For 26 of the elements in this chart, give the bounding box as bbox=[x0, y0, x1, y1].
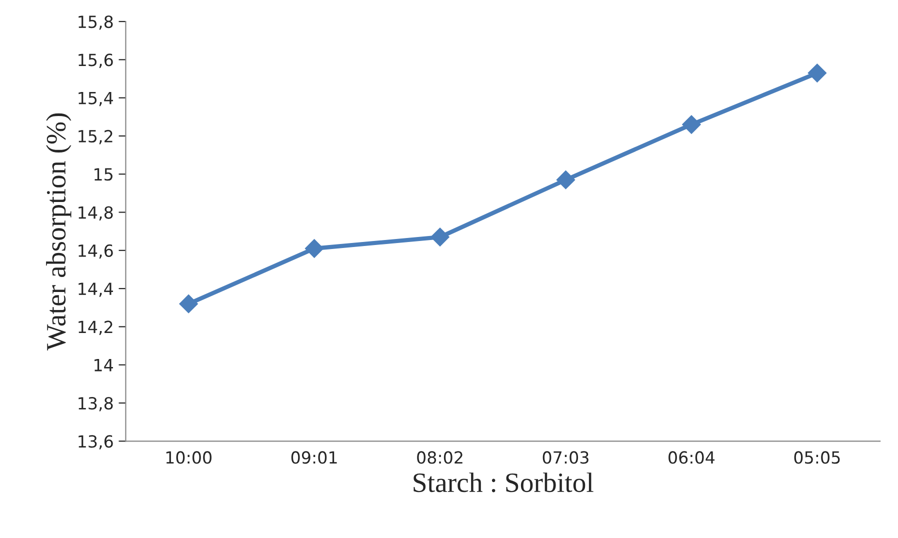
y-tick-label: 15 bbox=[94, 168, 112, 181]
point bbox=[808, 64, 827, 82]
y-tick-label: 13,8 bbox=[78, 396, 113, 412]
y-tick-label: 14,8 bbox=[78, 206, 113, 221]
y-tick-label: 13,6 bbox=[78, 435, 113, 450]
y-tick-label: 15,2 bbox=[78, 130, 112, 144]
point bbox=[304, 239, 324, 258]
x-tick-label: 07:03 bbox=[542, 451, 588, 464]
y-tick-label: 15,8 bbox=[78, 15, 113, 30]
y-tick-label: 15,4 bbox=[78, 92, 113, 106]
y-tick-label: 14,2 bbox=[78, 320, 112, 335]
y-axis-title: Water absorption (%) bbox=[46, 113, 72, 351]
point bbox=[430, 228, 450, 246]
y-tick-label: 14 bbox=[94, 359, 113, 372]
x-tick-label: 09:01 bbox=[291, 451, 337, 464]
x-axis-title: Starch : Sorbitol bbox=[414, 472, 594, 492]
y-tick-label: 15,6 bbox=[78, 54, 113, 68]
y-tick-label: 14,6 bbox=[78, 244, 113, 259]
point bbox=[556, 170, 576, 190]
x-tick-label: 08:02 bbox=[417, 451, 462, 464]
x-tick-label: 10:00 bbox=[166, 451, 212, 464]
y-tick-label: 14,4 bbox=[78, 282, 113, 297]
x-tick-label: 05:05 bbox=[794, 451, 840, 464]
x-tick-label: 06:04 bbox=[668, 451, 715, 464]
point bbox=[682, 115, 701, 134]
point bbox=[179, 294, 198, 314]
